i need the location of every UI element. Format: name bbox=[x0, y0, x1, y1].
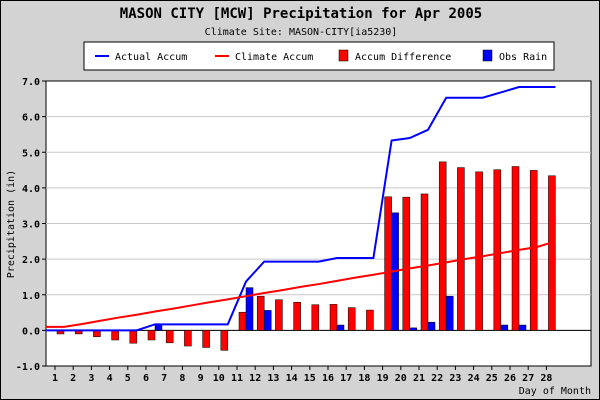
climate-accum-line bbox=[46, 240, 556, 328]
y-tick-label: 3.0 bbox=[22, 220, 40, 231]
accum-difference-bar bbox=[438, 161, 447, 331]
x-tick-label: 19 bbox=[377, 373, 389, 384]
accum-difference-bar bbox=[202, 330, 210, 348]
x-tick-label: 15 bbox=[304, 373, 316, 384]
actual-accum-line bbox=[46, 86, 556, 332]
y-tick-label: 7.0 bbox=[22, 77, 40, 88]
x-tick-label: 13 bbox=[267, 373, 279, 384]
x-tick-label: 8 bbox=[179, 373, 185, 384]
y-tick-label: 0.0 bbox=[22, 326, 40, 337]
x-tick-label: 21 bbox=[413, 373, 425, 384]
legend-swatch-obs-rain bbox=[482, 49, 493, 62]
x-tick-label: 6 bbox=[143, 373, 149, 384]
x-tick-label: 9 bbox=[198, 373, 204, 384]
x-tick-label: 28 bbox=[540, 373, 552, 384]
x-ticks: 1 2 3 4 5 6 7 8 9 10 11 12 13 14 15 16 17 18 19 20 21 22 23 24 2… bbox=[52, 366, 552, 384]
chart-title: MASON CITY [MCW] Precipitation for Apr 2… bbox=[120, 6, 482, 22]
legend-box bbox=[83, 41, 555, 71]
y-tick-label: 5.0 bbox=[22, 148, 40, 159]
x-tick-label: 24 bbox=[468, 373, 480, 384]
accum-difference-bar bbox=[420, 193, 429, 331]
accum-difference-bar bbox=[184, 330, 192, 347]
x-tick-label: 17 bbox=[340, 373, 352, 384]
x-tick-label: 18 bbox=[358, 373, 370, 384]
accum-difference-bar bbox=[147, 330, 156, 341]
chart-subtitle: Climate Site: MASON-CITY[ia5230] bbox=[205, 27, 398, 38]
accum-difference-bar bbox=[548, 175, 556, 331]
accum-difference-bar bbox=[293, 301, 301, 331]
accum-difference-bar bbox=[475, 171, 483, 331]
legend-label-obs-rain: Obs Rain bbox=[499, 52, 547, 63]
x-tick-label: 11 bbox=[231, 373, 243, 384]
accum-difference-bar bbox=[129, 330, 138, 344]
x-tick-label: 7 bbox=[161, 373, 167, 384]
legend-label-climate-accum: Climate Accum bbox=[235, 52, 313, 63]
obs-rain-bar bbox=[518, 324, 527, 331]
obs-rain-bar bbox=[245, 287, 254, 331]
x-tick-label: 16 bbox=[322, 373, 334, 384]
obs-rain-bar bbox=[409, 327, 418, 331]
x-tick-label: 5 bbox=[125, 373, 131, 384]
y-tick-label: 1.0 bbox=[22, 291, 40, 302]
accum-difference-bar bbox=[165, 330, 174, 344]
y-tick-label: 6.0 bbox=[22, 113, 40, 124]
x-axis-label: Day of Month bbox=[519, 386, 591, 397]
accum-difference-bar bbox=[529, 170, 538, 331]
legend-swatch-accum-difference bbox=[338, 49, 349, 62]
accum-difference-bar bbox=[511, 166, 520, 331]
x-tick-label: 20 bbox=[395, 373, 407, 384]
x-tick-label: 26 bbox=[504, 373, 516, 384]
x-tick-label: 27 bbox=[522, 373, 534, 384]
legend-label-accum-difference: Accum Difference bbox=[355, 52, 451, 63]
obs-rain-bar bbox=[445, 295, 454, 331]
x-tick-label: 1 bbox=[52, 373, 58, 384]
x-tick-label: 12 bbox=[249, 373, 261, 384]
accum-difference-bar bbox=[275, 299, 283, 331]
accum-difference-bar bbox=[402, 196, 411, 331]
accum-difference-bar bbox=[238, 311, 247, 331]
x-tick-label: 4 bbox=[107, 373, 113, 384]
y-tick-label: 4.0 bbox=[22, 184, 40, 195]
accum-difference-bar bbox=[457, 167, 465, 331]
accum-difference-bar bbox=[220, 330, 229, 351]
accum-difference-bar bbox=[111, 330, 119, 341]
legend-label-actual-accum: Actual Accum bbox=[115, 52, 187, 63]
y-ticks: -1.0 0.0 1.0 2.0 3.0 4.0 5.0 6.0 7.0 bbox=[16, 77, 46, 373]
obs-rain-bar bbox=[500, 324, 509, 331]
x-tick-label: 14 bbox=[286, 373, 298, 384]
lines bbox=[46, 86, 556, 332]
x-tick-label: 3 bbox=[88, 373, 94, 384]
y-tick-label: -1.0 bbox=[16, 362, 40, 373]
accum-difference-bar bbox=[347, 307, 356, 331]
accum-difference-bar bbox=[311, 304, 320, 331]
obs-rain-bar bbox=[263, 310, 272, 331]
y-axis-label: Precipitation (in) bbox=[6, 170, 17, 278]
accum-difference-bar bbox=[384, 196, 392, 331]
obs-rain-bar bbox=[336, 324, 345, 331]
accum-difference-bar bbox=[493, 169, 502, 331]
x-tick-label: 22 bbox=[431, 373, 443, 384]
x-tick-label: 25 bbox=[486, 373, 498, 384]
x-tick-label: 2 bbox=[70, 373, 76, 384]
y-tick-label: 2.0 bbox=[22, 255, 40, 266]
x-tick-label: 10 bbox=[213, 373, 225, 384]
obs-rain-bar bbox=[427, 321, 436, 331]
x-tick-label: 23 bbox=[449, 373, 461, 384]
accum-difference-bar bbox=[366, 309, 374, 331]
accum-difference-bar bbox=[256, 295, 265, 331]
accum-difference-bar bbox=[329, 304, 338, 331]
